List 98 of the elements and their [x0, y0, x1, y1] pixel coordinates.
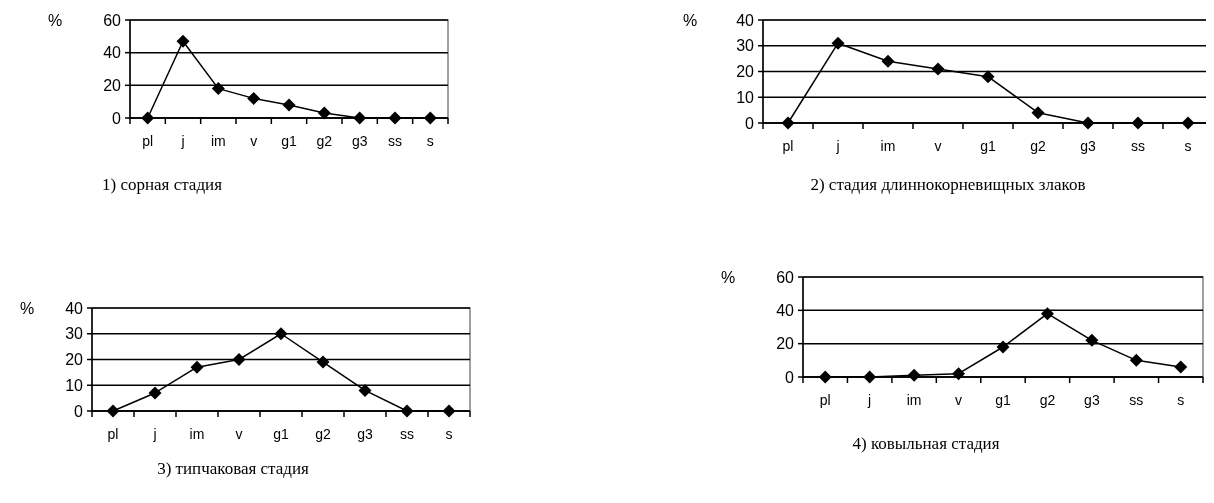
y-tick-label: 0 [785, 368, 795, 386]
x-tick-label: v [250, 133, 258, 149]
y-tick-label: 0 [745, 114, 755, 132]
point [141, 111, 155, 125]
x-tick-label: ss [1131, 138, 1145, 154]
x-tick-label: ss [388, 133, 402, 149]
point [106, 404, 120, 418]
point [952, 367, 966, 381]
point [1129, 353, 1143, 367]
point [274, 327, 288, 341]
text: 2) стадия длиннокорневищных злаков [810, 175, 1086, 194]
x-tick-label: im [189, 426, 205, 442]
text: 3) типчаковая стадия [157, 459, 310, 478]
y-tick-label: 30 [736, 37, 755, 55]
x-tick-label: pl [782, 138, 794, 154]
point [232, 353, 246, 366]
x-tick-label: j [867, 392, 872, 408]
y-tick-label: 10 [736, 88, 755, 106]
point [190, 360, 204, 374]
point [211, 82, 225, 96]
point [317, 106, 331, 120]
x-tick-label: s [1184, 138, 1192, 154]
point [1031, 106, 1045, 120]
y-tick-label: 40 [776, 301, 795, 319]
point [1174, 360, 1188, 374]
point [881, 54, 895, 68]
x-tick-label: j [180, 133, 185, 149]
y-tick-label: 40 [103, 44, 122, 62]
y-axis-title: % [48, 12, 63, 29]
x-tick-label: g3 [351, 133, 368, 149]
x-tick-label: g3 [357, 426, 373, 442]
x-tick-label: g1 [980, 138, 996, 154]
x-tick-label: g2 [1030, 138, 1046, 154]
point [1131, 116, 1145, 130]
x-tick-label: im [906, 392, 922, 408]
y-tick-label: 10 [65, 376, 84, 394]
point [781, 116, 795, 130]
x-tick-label: g3 [1080, 138, 1096, 154]
x-tick-label: ss [400, 426, 414, 442]
y-axis-title: % [721, 269, 736, 286]
point [148, 386, 162, 400]
x-tick-label: g1 [995, 392, 1011, 408]
y-tick-label: 60 [776, 268, 795, 286]
point [400, 404, 414, 418]
point [1040, 307, 1054, 321]
x-tick-label: im [880, 138, 896, 154]
x-tick-label: ss [1129, 392, 1144, 408]
point [996, 340, 1010, 354]
point [442, 404, 456, 418]
x-tick-label: s [1177, 392, 1185, 408]
point [316, 355, 330, 369]
x-tick-label: g3 [1084, 392, 1100, 408]
point [831, 36, 845, 50]
text: 4) ковыльная стадия [852, 434, 1000, 453]
x-tick-label: pl [107, 426, 119, 442]
text: 1) сорная стадия [102, 175, 223, 194]
y-tick-label: 20 [736, 63, 755, 81]
y-tick-label: 30 [65, 325, 84, 343]
point [818, 370, 832, 384]
y-tick-label: 0 [112, 109, 122, 127]
point [358, 383, 372, 397]
x-tick-label: j [835, 138, 840, 154]
x-tick-label: im [210, 133, 226, 149]
point [1081, 116, 1095, 130]
point [388, 111, 402, 125]
point [353, 111, 367, 125]
x-tick-label: g1 [281, 133, 297, 149]
x-tick-label: g2 [315, 426, 331, 442]
point [176, 34, 190, 48]
point [1181, 116, 1195, 130]
point [1085, 333, 1099, 347]
x-tick-label: s [426, 133, 434, 149]
x-tick-label: v [955, 392, 963, 408]
y-tick-label: 40 [65, 299, 84, 317]
point [863, 370, 877, 384]
point [282, 98, 296, 112]
y-tick-label: 40 [736, 11, 755, 29]
x-tick-label: g2 [1039, 392, 1056, 408]
x-tick-label: v [934, 138, 942, 154]
x-tick-label: g2 [316, 133, 333, 149]
y-axis-title: % [683, 12, 698, 29]
y-tick-label: 60 [103, 11, 122, 29]
y-tick-label: 20 [103, 76, 122, 94]
x-tick-label: g1 [273, 426, 289, 442]
point [423, 111, 437, 125]
point [247, 91, 261, 105]
y-tick-label: 0 [74, 402, 84, 420]
point [981, 70, 995, 84]
y-axis-title: % [20, 300, 35, 317]
x-tick-label: pl [142, 133, 154, 149]
x-tick-label: pl [819, 392, 831, 408]
point [907, 368, 921, 382]
x-tick-label: j [152, 426, 157, 442]
y-tick-label: 20 [776, 335, 795, 353]
x-tick-label: v [235, 426, 243, 442]
x-tick-label: s [445, 426, 453, 442]
point [931, 62, 945, 76]
y-tick-label: 20 [65, 351, 84, 369]
